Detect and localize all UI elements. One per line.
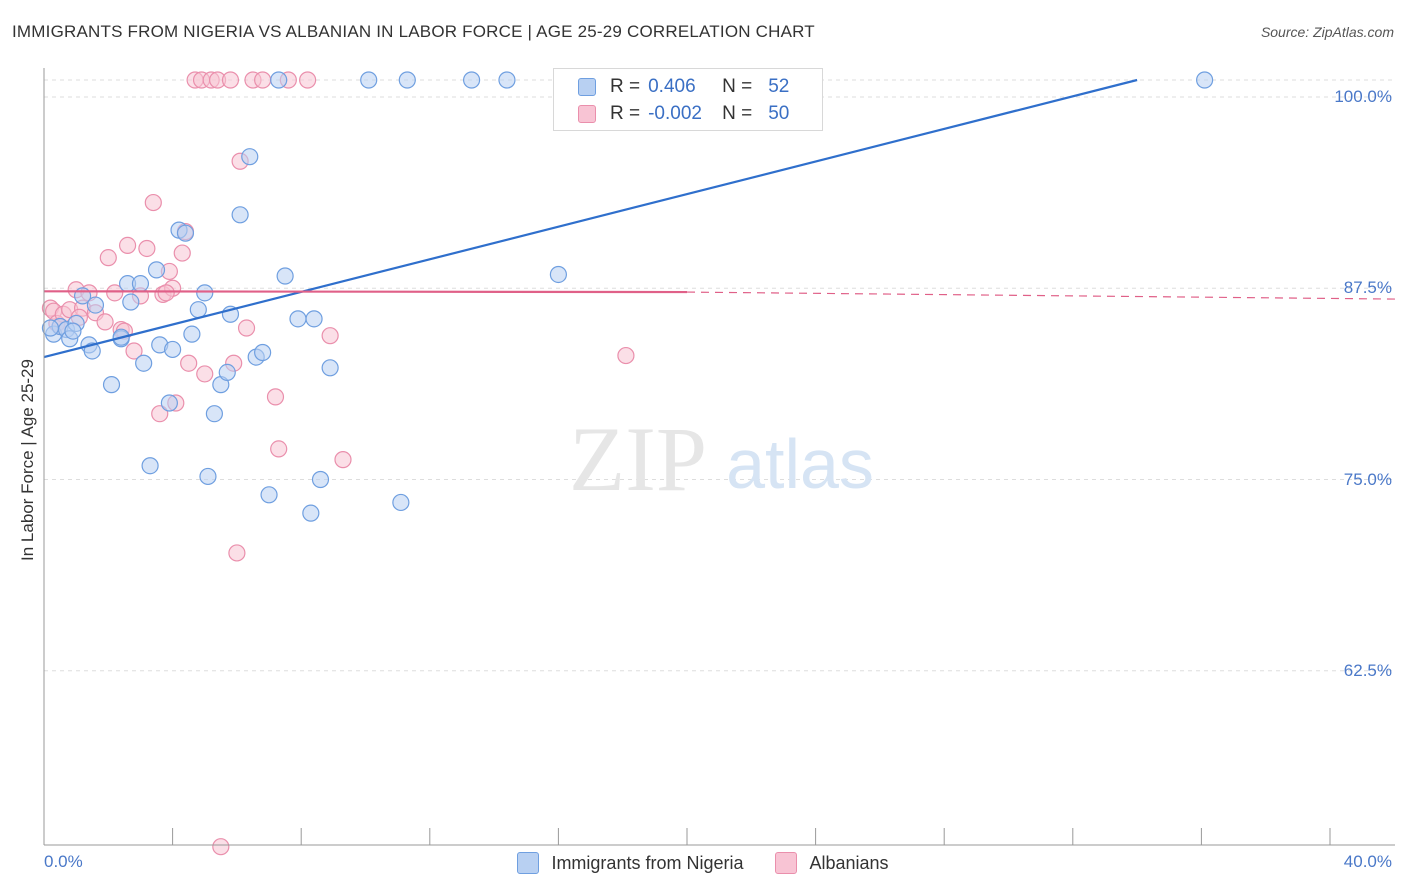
nigeria-swatch	[578, 78, 596, 96]
nigeria-point	[1196, 71, 1214, 89]
albanian-point	[138, 239, 156, 258]
albanian-point	[228, 544, 246, 562]
legend-row-albanian: R = -0.002 N = 50	[578, 102, 789, 126]
albanian-point	[266, 388, 285, 406]
nigeria-point	[189, 301, 207, 319]
y-axis-label: In Labor Force | Age 25-29	[18, 359, 37, 561]
axes	[43, 68, 1395, 846]
n-value-albanian: 50	[768, 103, 790, 124]
albanian-point	[617, 346, 635, 365]
r-label: R =	[610, 103, 641, 124]
albanian-point	[144, 193, 162, 212]
nigeria-point	[302, 504, 320, 522]
legend-label-albanian: Albanians	[809, 852, 889, 873]
watermark-atlas: atlas	[726, 425, 874, 503]
nigeria-point	[360, 71, 378, 89]
nigeria-point	[176, 224, 195, 242]
nigeria-point	[462, 71, 481, 89]
nigeria-point	[392, 493, 410, 512]
grid-layer	[44, 79, 1395, 672]
albanian-trend-extension	[686, 291, 1396, 300]
r-label: R =	[610, 76, 641, 97]
nigeria-point	[86, 296, 105, 314]
nigeria-point	[196, 284, 214, 302]
nigeria-point	[289, 310, 307, 328]
albanian-point	[125, 342, 143, 360]
nigeria-point	[141, 457, 159, 475]
nigeria-point	[231, 206, 249, 224]
legend-item-nigeria: Immigrants from Nigeria	[517, 852, 743, 874]
nigeria-point	[147, 261, 166, 279]
correlation-legend: R = 0.406 N = 52 R = -0.002 N = 50	[553, 68, 823, 131]
albanian-point	[299, 71, 317, 89]
nigeria-trend-line	[43, 78, 1138, 359]
nigeria-point	[241, 148, 259, 166]
albanian-point	[151, 405, 169, 423]
albanian-point	[118, 236, 137, 255]
albanian-legend-swatch	[775, 852, 798, 874]
albanians-points	[41, 71, 635, 856]
legend-row-nigeria: R = 0.406 N = 52	[578, 75, 789, 99]
r-value-albanian: -0.002	[648, 103, 702, 124]
albanian-point	[221, 71, 240, 89]
y-tick-label: 87.5%	[1343, 278, 1392, 298]
nigeria-point	[164, 340, 182, 359]
legend-item-albanian: Albanians	[775, 852, 889, 874]
albanian-point	[173, 244, 191, 262]
albanian-point	[106, 284, 124, 302]
legend-label-nigeria: Immigrants from Nigeria	[551, 852, 744, 873]
nigeria-point	[276, 267, 294, 285]
nigeria-point	[305, 310, 323, 328]
y-tick-label: 100.0%	[1334, 87, 1392, 106]
albanian-point	[99, 249, 117, 267]
trend-lines	[43, 78, 1396, 359]
n-label: N =	[722, 103, 753, 124]
nigeria-point	[498, 71, 516, 89]
n-label: N =	[722, 76, 753, 97]
albanian-point	[180, 354, 198, 372]
nigeria-point	[311, 470, 330, 489]
nigeria-point	[160, 394, 178, 412]
nigeria-point	[260, 486, 278, 504]
nigeria-point	[321, 359, 339, 377]
albanian-point	[212, 838, 230, 856]
series-legend: Immigrants from Nigeria Albanians	[0, 852, 1406, 874]
r-value-nigeria: 0.406	[648, 76, 696, 97]
y-tick-label: 75.0%	[1343, 469, 1392, 489]
x-tick-label-max: 40.0%	[1343, 852, 1392, 871]
nigeria-points	[41, 71, 1214, 522]
albanian-point	[254, 71, 272, 89]
nigeria-point	[205, 405, 223, 423]
x-tick-label-min: 0.0%	[44, 852, 83, 871]
nigeria-legend-swatch	[517, 852, 540, 874]
albanian-point	[270, 440, 288, 458]
albanian-point	[321, 327, 339, 345]
nigeria-point	[218, 363, 236, 381]
nigeria-point	[135, 354, 153, 372]
nigeria-point	[183, 325, 201, 343]
chart-title: IMMIGRANTS FROM NIGERIA VS ALBANIAN IN L…	[12, 22, 815, 41]
nigeria-point	[41, 319, 60, 337]
albanian-point	[334, 451, 352, 469]
nigeria-point	[199, 467, 217, 486]
source-label: Source: ZipAtlas.com	[1260, 24, 1394, 40]
albanian-trend-line	[43, 290, 688, 294]
n-value-nigeria: 52	[768, 76, 790, 97]
nigeria-point	[102, 376, 121, 394]
albanian-swatch	[578, 105, 596, 123]
nigeria-point	[122, 293, 140, 311]
nigeria-point	[131, 275, 150, 293]
albanian-point	[96, 313, 114, 331]
albanian-point	[237, 319, 256, 337]
albanian-point	[196, 365, 214, 383]
nigeria-point	[254, 343, 272, 362]
nigeria-point	[398, 71, 416, 89]
nigeria-point	[549, 265, 568, 284]
watermark-zip: ZIP	[569, 408, 707, 510]
nigeria-point	[270, 71, 288, 89]
albanian-point	[157, 284, 175, 302]
nigeria-point	[64, 322, 82, 340]
y-tick-label: 62.5%	[1343, 660, 1392, 680]
